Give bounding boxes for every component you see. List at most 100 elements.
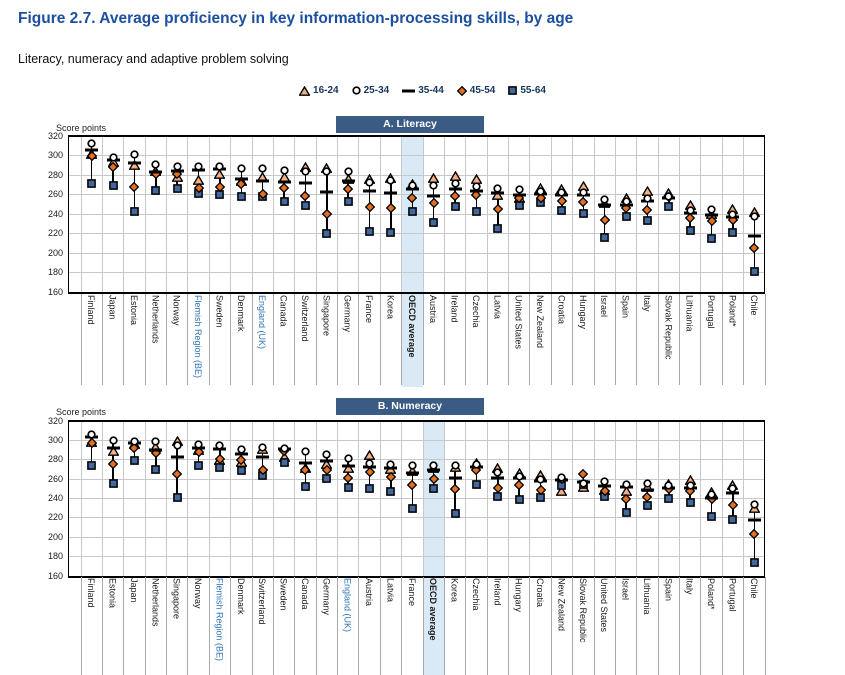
marker-diamond — [300, 465, 311, 476]
gridline-vertical — [679, 421, 680, 576]
range-line — [283, 448, 285, 463]
marker-triangle — [277, 171, 291, 182]
category-label: Chile — [748, 578, 759, 599]
category-label: New Zealand — [535, 295, 546, 349]
marker-square — [108, 479, 118, 489]
marker-circle — [130, 150, 139, 159]
marker-circle — [194, 162, 203, 171]
label-separator — [315, 577, 317, 675]
marker-square — [600, 492, 610, 501]
category-label: Latvia — [492, 295, 503, 320]
label-separator — [465, 294, 467, 385]
marker-square — [557, 205, 567, 215]
label-separator — [80, 577, 82, 675]
category-label: Ireland — [449, 295, 460, 323]
marker-dash — [427, 468, 441, 472]
marker-dash — [576, 193, 590, 197]
marker-dash — [662, 196, 676, 200]
category-label: Czechia — [470, 295, 481, 328]
marker-triangle — [577, 481, 590, 492]
marker-triangle — [256, 443, 269, 454]
label-separator — [486, 294, 488, 385]
marker-circle — [194, 440, 203, 449]
label-separator — [187, 294, 189, 385]
label-separator — [208, 577, 210, 675]
marker-dash — [277, 447, 291, 451]
marker-diamond — [257, 465, 268, 476]
marker-diamond — [449, 483, 461, 495]
panel-b-banner: B. Numeracy — [336, 398, 484, 415]
category-label: Singapore — [321, 295, 332, 337]
marker-circle — [386, 460, 396, 469]
category-label: Slovak Republic — [663, 295, 674, 360]
legend-label: 25-34 — [363, 85, 390, 96]
marker-diamond — [749, 529, 760, 540]
label-separator — [743, 294, 745, 385]
marker-dash — [234, 177, 248, 181]
marker-diamond — [556, 473, 568, 485]
gridline-vertical — [443, 136, 445, 292]
marker-square — [685, 226, 695, 235]
category-label: Israel — [620, 578, 631, 601]
oecd-average-highlight — [401, 136, 423, 387]
marker-triangle — [470, 173, 483, 184]
marker-circle — [322, 450, 331, 460]
y-tick-label: 180 — [47, 551, 63, 562]
range-line — [689, 480, 691, 503]
label-separator — [764, 294, 766, 385]
gridline-vertical — [337, 136, 338, 292]
label-separator — [337, 577, 338, 675]
marker-dash — [555, 478, 569, 482]
marker-dash — [491, 476, 505, 480]
marker-square — [108, 181, 118, 191]
marker-dash — [192, 168, 206, 172]
marker-circle — [536, 474, 545, 484]
marker-triangle — [684, 199, 697, 211]
gridline-vertical — [614, 421, 616, 576]
y-tick-label: 240 — [47, 493, 63, 503]
marker-diamond — [642, 491, 653, 502]
marker-dash — [598, 203, 612, 207]
marker-dash — [640, 199, 654, 203]
label-separator — [187, 577, 189, 675]
marker-dash — [405, 187, 419, 191]
marker-triangle — [534, 182, 547, 193]
label-separator — [614, 294, 616, 385]
label-separator — [636, 577, 638, 675]
marker-square — [429, 218, 439, 228]
label-separator — [123, 294, 125, 385]
range-line — [347, 171, 349, 202]
label-separator — [764, 577, 766, 675]
gridline-vertical — [166, 421, 167, 576]
marker-dash — [363, 189, 377, 193]
range-line — [497, 188, 499, 229]
marker-triangle — [256, 171, 269, 182]
y-tick-label: 160 — [47, 570, 63, 581]
marker-square — [386, 228, 396, 237]
range-line — [155, 164, 157, 191]
y-tick-label: 280 — [47, 454, 63, 465]
marker-triangle — [213, 168, 227, 179]
range-line — [710, 209, 713, 239]
marker-diamond — [129, 442, 140, 454]
category-label: England (UK) — [342, 578, 353, 633]
range-line — [304, 167, 307, 206]
range-line — [689, 205, 691, 231]
marker-diamond — [278, 445, 290, 457]
marker-circle — [493, 184, 502, 193]
marker-triangle — [363, 449, 376, 460]
marker-circle — [279, 165, 289, 175]
label-separator — [294, 294, 296, 385]
category-label: Ireland — [492, 578, 503, 606]
marker-diamond — [492, 482, 504, 494]
legend-label: 45-54 — [469, 85, 496, 96]
marker-triangle — [192, 174, 205, 185]
marker-circle — [173, 441, 182, 450]
range-line — [347, 458, 349, 488]
plot-border — [68, 135, 765, 294]
label-separator — [230, 294, 232, 385]
marker-circle — [728, 484, 738, 493]
range-line — [112, 157, 114, 186]
marker-diamond — [449, 191, 461, 202]
marker-square — [450, 201, 460, 211]
